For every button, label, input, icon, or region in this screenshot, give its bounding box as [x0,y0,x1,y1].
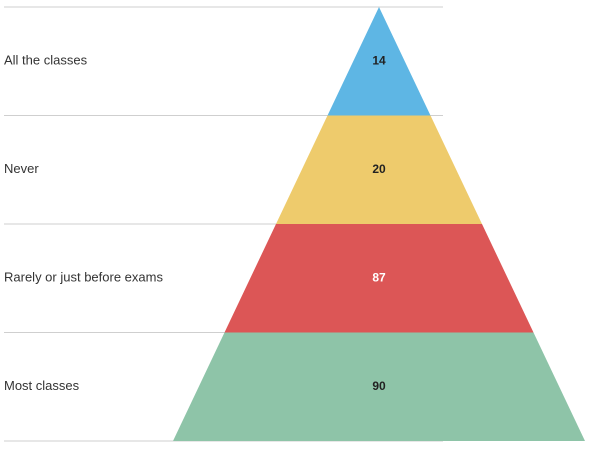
pyramid-segment-3[interactable] [224,224,534,333]
category-label-2: Never [4,161,39,176]
value-label-3: 87 [372,270,386,284]
pyramid-segment-1[interactable] [327,7,431,116]
value-label-4: 90 [372,379,386,393]
pyramid-segment-4[interactable] [173,332,585,442]
value-labels: 14 20 87 90 [372,53,386,393]
pyramid-segments [173,7,585,441]
category-labels: All the classes Never Rarely or just befor… [4,53,163,394]
category-label-4: Most classes [4,378,80,393]
pyramid-segment-2[interactable] [276,115,482,225]
value-label-1: 14 [372,53,386,67]
category-label-1: All the classes [4,53,88,68]
category-label-3: Rarely or just before exams [4,270,163,285]
value-label-2: 20 [372,162,386,176]
